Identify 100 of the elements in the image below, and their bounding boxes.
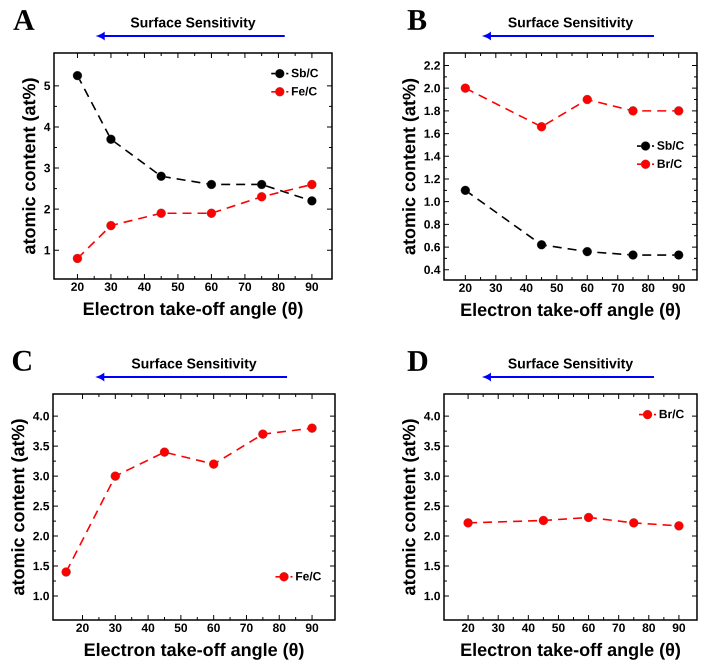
point: [307, 424, 317, 433]
text: Surface Sensitivity: [508, 358, 634, 372]
y-tick-label: 1.0: [424, 197, 440, 206]
point: [257, 192, 266, 202]
y-tick-label: 1: [44, 246, 50, 254]
chart-title: D: [408, 351, 428, 371]
text: Surface Sensitivity: [132, 358, 257, 372]
point: [72, 254, 82, 264]
y-tick-label: 2.0: [33, 532, 49, 540]
y-tick-label: 2.5: [424, 502, 440, 510]
x-tick-label: 50: [174, 624, 188, 632]
y-tick-label: 2.2: [424, 61, 440, 70]
x-tick-label: 40: [142, 624, 154, 632]
point: [536, 240, 546, 250]
y-tick-label: 1.0: [424, 592, 440, 600]
x-tick-label: 30: [492, 624, 504, 632]
x-tick-label: 60: [205, 282, 218, 292]
x-tick-label: 30: [104, 282, 118, 292]
y-tick-label: 4.0: [32, 412, 49, 420]
point: [156, 172, 166, 181]
point: [258, 430, 268, 439]
legend-label: Br/C: [658, 159, 682, 168]
y-tick-label: 1.5: [424, 562, 440, 570]
y-tick-label: 2: [44, 204, 50, 214]
x-tick-label: 90: [306, 624, 318, 632]
x-tick-label: 20: [71, 282, 84, 292]
y-tick-label: 3.5: [424, 442, 440, 450]
point: [209, 459, 218, 469]
y-tick-label: 1.2: [424, 174, 440, 184]
point: [307, 180, 317, 190]
x-tick-label: 70: [612, 284, 624, 292]
x-tick-label: 60: [581, 284, 594, 292]
y-axis-title: atomic content (at%): [402, 419, 419, 595]
point: [106, 134, 116, 144]
x-axis-title: Electron take-off angle (θ): [461, 302, 680, 320]
y-tick-label: 5: [44, 82, 50, 90]
point: [628, 250, 638, 260]
x-tick-label: 40: [520, 284, 532, 292]
point: [61, 567, 71, 577]
y-axis-title: atomic content (at%): [22, 78, 39, 254]
point: [674, 250, 684, 260]
x-tick-label: 20: [459, 284, 472, 292]
point: [307, 196, 317, 206]
x-tick-label: 90: [306, 282, 318, 292]
y-tick-label: 1.8: [424, 106, 440, 116]
x-tick-label: 80: [642, 624, 655, 632]
point: [206, 208, 216, 218]
legend-label: Fe/C: [296, 572, 322, 581]
point: [106, 220, 116, 230]
x-axis-title: Electron take-off angle (θ): [84, 642, 304, 660]
y-tick-label: 1.6: [424, 129, 440, 138]
point: [628, 106, 638, 116]
x-tick-label: 70: [238, 282, 252, 292]
x-tick-label: 80: [272, 624, 286, 632]
point: [463, 518, 473, 528]
y-tick-label: 3: [44, 164, 50, 172]
text: Surface Sensitivity: [508, 17, 634, 30]
x-tick-label: 40: [138, 282, 151, 292]
x-tick-label: 50: [552, 624, 565, 632]
point: [582, 246, 592, 256]
point: [257, 180, 266, 190]
legend-label: Br/C: [660, 409, 684, 418]
y-tick-label: 0.8: [424, 220, 440, 229]
point: [629, 518, 638, 528]
x-tick-label: 30: [489, 284, 502, 292]
y-tick-label: 1.4: [424, 152, 440, 160]
y-axis-title: atomic content (at%): [402, 78, 419, 254]
point: [536, 122, 546, 132]
x-tick-label: 90: [672, 284, 685, 292]
x-tick-label: 70: [240, 624, 253, 632]
y-tick-label: 3.0: [424, 472, 440, 480]
point: [110, 471, 120, 481]
y-tick-label: 2.5: [33, 502, 50, 510]
x-tick-label: 50: [550, 284, 563, 292]
y-tick-label: 2.0: [424, 84, 440, 92]
y-tick-label: 4: [44, 122, 50, 132]
x-tick-label: 20: [76, 624, 89, 632]
x-tick-label: 50: [172, 282, 184, 292]
x-tick-label: 30: [108, 624, 122, 632]
point: [156, 208, 166, 218]
text: Surface Sensitivity: [130, 17, 256, 30]
point: [206, 180, 216, 190]
point: [674, 106, 684, 116]
x-tick-label: 80: [642, 284, 654, 292]
x-tick-label: 60: [207, 624, 220, 632]
chart-title: B: [408, 10, 426, 30]
legend-label: Fe/C: [292, 86, 317, 96]
chart-title: A: [13, 10, 34, 30]
x-tick-label: 80: [272, 282, 285, 292]
point: [582, 94, 592, 104]
chart-title: C: [12, 350, 31, 371]
x-axis-title: Electron take-off angle (θ): [84, 302, 302, 319]
y-tick-label: 1.5: [34, 562, 50, 570]
legend-label: Sb/C: [291, 68, 318, 78]
point: [538, 516, 548, 526]
x-tick-label: 90: [672, 624, 686, 632]
y-axis-title: atomic content (at%): [11, 419, 28, 595]
point: [460, 186, 470, 195]
y-tick-label: 2.0: [424, 532, 440, 540]
y-tick-label: 3.5: [33, 442, 50, 450]
